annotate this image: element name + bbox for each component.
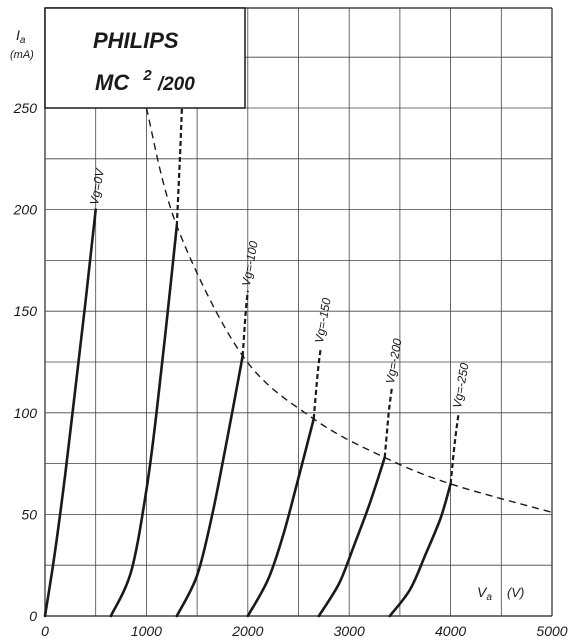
axis-ticks: 0 1000 2000 3000 4000 5000 0 50 100 150 200 250 xyxy=(13,100,568,638)
series-extension-2 xyxy=(241,290,249,356)
series-extension-5 xyxy=(449,412,460,485)
dissipation-limit-layer xyxy=(145,107,553,514)
grid xyxy=(44,7,553,617)
curve-label-0: Vg=0V xyxy=(87,167,107,206)
model-suffix: /200 xyxy=(157,74,195,95)
y-tick-label: 50 xyxy=(21,506,37,522)
x-tick-label: 2000 xyxy=(231,623,263,638)
model-label: MC 2 /200 xyxy=(95,60,195,95)
x-tick-label: 1000 xyxy=(131,623,162,638)
curve-label-2: Vg=-100 xyxy=(239,240,261,288)
curve-label-3: Vg=-150 xyxy=(312,297,334,345)
y-tick-label: 100 xyxy=(14,405,38,421)
series-curve-4 xyxy=(317,456,386,618)
x-axis-unit: (V) xyxy=(507,585,524,600)
series-curve-5 xyxy=(388,482,452,618)
x-tick-label: 3000 xyxy=(334,623,365,638)
x-axis-symbol: Va xyxy=(477,584,492,603)
curve-label-5: Vg=-250 xyxy=(450,362,472,410)
y-axis-sub: a xyxy=(20,35,26,46)
series-extension-4 xyxy=(383,388,393,458)
x-axis-letter: V xyxy=(477,584,488,600)
series-extension-3 xyxy=(312,347,322,419)
x-tick-label: 4000 xyxy=(435,623,466,638)
dissipation-limit-curve xyxy=(145,107,553,514)
title-box: PHILIPS MC 2 /200 xyxy=(44,7,246,109)
y-axis-label: Ia (mA) xyxy=(10,27,34,61)
series-curve-1 xyxy=(109,224,179,618)
series-curve-0 xyxy=(43,208,97,618)
chart-title: PHILIPS xyxy=(93,28,179,53)
model-superscript: 2 xyxy=(142,67,152,84)
y-tick-label: 200 xyxy=(13,202,38,218)
x-tick-label: 0 xyxy=(41,623,49,638)
y-axis-symbol: Ia xyxy=(16,27,26,46)
y-axis-letter: I xyxy=(16,27,20,43)
y-tick-label: 0 xyxy=(29,608,37,624)
x-axis-label: Va (V) xyxy=(477,584,524,603)
model-prefix: MC xyxy=(95,70,130,95)
y-axis-unit: (mA) xyxy=(10,49,34,61)
x-axis-sub: a xyxy=(486,592,492,603)
curves-layer xyxy=(43,107,460,618)
series-extension-1 xyxy=(175,107,183,226)
y-tick-label: 150 xyxy=(14,303,38,319)
series-curve-3 xyxy=(246,417,315,618)
x-tick-label: 5000 xyxy=(536,623,567,638)
series-curve-2 xyxy=(175,354,244,618)
y-tick-label: 250 xyxy=(13,100,38,116)
curve-label-4: Vg=-200 xyxy=(383,337,405,385)
